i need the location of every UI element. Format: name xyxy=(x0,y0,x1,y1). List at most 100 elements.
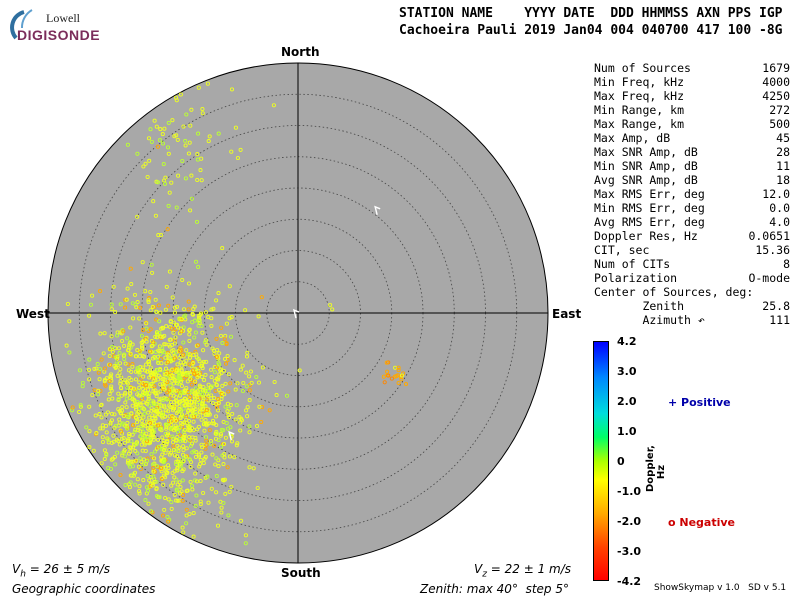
source-point xyxy=(125,286,130,291)
source-point xyxy=(99,402,104,407)
source-point xyxy=(153,388,158,393)
source-point xyxy=(168,337,173,342)
stat-row: Avg SNR Amp, dB 18 xyxy=(594,173,790,187)
source-point xyxy=(169,506,174,511)
source-point xyxy=(167,388,172,393)
source-point xyxy=(204,386,209,391)
source-point xyxy=(192,304,197,309)
source-point xyxy=(155,144,160,149)
source-point xyxy=(248,369,253,374)
source-point xyxy=(192,335,197,340)
source-point xyxy=(155,354,160,359)
source-point xyxy=(200,106,205,112)
stat-label: Azimuth ↶ xyxy=(594,313,705,327)
stat-label: Num of CITs xyxy=(594,257,671,271)
source-point xyxy=(180,277,185,283)
source-point xyxy=(119,436,124,441)
source-point xyxy=(132,429,137,434)
source-point xyxy=(245,405,250,410)
stat-value: 25.8 xyxy=(762,299,790,313)
source-point xyxy=(116,439,121,444)
source-point xyxy=(254,423,260,429)
source-point xyxy=(384,360,389,365)
source-point xyxy=(158,382,163,387)
west-label: West xyxy=(16,307,50,321)
source-point xyxy=(228,425,233,430)
source-point xyxy=(255,485,260,491)
stat-row: Min Range, km 272 xyxy=(594,103,790,117)
source-point xyxy=(194,493,199,498)
source-point xyxy=(157,138,163,143)
stat-row: Polarization O-mode xyxy=(594,271,790,285)
source-point xyxy=(123,454,128,459)
source-point xyxy=(174,448,179,453)
source-point xyxy=(122,343,127,348)
source-point xyxy=(108,420,113,425)
source-point xyxy=(216,375,221,380)
stat-value: 11 xyxy=(776,159,790,173)
source-point xyxy=(138,466,144,472)
source-point xyxy=(142,407,147,412)
coordinate-system: Geographic coordinates xyxy=(12,582,156,596)
stat-row: Azimuth ↶ 111 xyxy=(594,313,790,327)
source-point xyxy=(146,298,151,303)
source-point xyxy=(202,456,207,461)
source-point xyxy=(240,363,245,368)
source-point xyxy=(163,495,168,501)
source-point xyxy=(152,384,157,389)
source-point xyxy=(186,151,191,156)
stat-row: Max SNR Amp, dB 28 xyxy=(594,145,790,159)
source-point xyxy=(92,387,97,393)
source-point xyxy=(169,326,174,331)
source-point xyxy=(107,347,112,352)
source-point xyxy=(115,333,120,338)
source-point xyxy=(214,354,219,359)
source-point xyxy=(148,484,153,489)
source-point xyxy=(123,400,128,405)
source-point xyxy=(164,471,170,476)
source-point xyxy=(148,398,153,403)
source-point xyxy=(178,484,183,490)
source-point xyxy=(183,362,188,367)
source-point xyxy=(227,454,233,459)
source-point xyxy=(150,413,155,418)
source-point xyxy=(128,266,133,271)
source-point xyxy=(198,502,203,507)
source-point xyxy=(238,367,243,372)
source-point xyxy=(154,479,159,484)
source-point xyxy=(155,180,160,185)
source-point xyxy=(129,282,134,287)
source-point xyxy=(223,381,228,386)
source-point xyxy=(126,348,131,353)
source-point xyxy=(111,433,116,438)
source-point xyxy=(113,462,118,467)
source-point xyxy=(161,350,166,355)
source-point xyxy=(199,417,204,422)
source-point xyxy=(160,435,165,440)
source-point xyxy=(120,404,125,410)
source-point xyxy=(165,352,170,357)
source-point xyxy=(193,379,198,384)
source-point xyxy=(220,341,225,346)
source-point xyxy=(142,411,147,416)
source-point xyxy=(165,380,170,385)
source-point xyxy=(122,440,127,445)
source-point xyxy=(147,296,152,301)
source-point xyxy=(232,358,237,363)
south-label: South xyxy=(281,566,321,580)
source-point xyxy=(227,284,232,289)
stat-value: 28 xyxy=(776,145,790,159)
colorbar-label: Doppler, Hz xyxy=(645,445,667,492)
source-point xyxy=(190,368,196,373)
source-point xyxy=(186,307,191,312)
source-point xyxy=(168,383,173,388)
source-point xyxy=(162,126,167,131)
software-version: ShowSkymap v 1.0 SD v 5.1 xyxy=(654,583,787,593)
source-point xyxy=(101,351,106,356)
source-point xyxy=(102,331,107,336)
colorbar-tick: 0 xyxy=(617,455,625,468)
stat-value: 500 xyxy=(769,117,790,131)
source-point xyxy=(86,367,92,372)
source-point xyxy=(156,444,162,449)
source-point xyxy=(148,127,153,132)
